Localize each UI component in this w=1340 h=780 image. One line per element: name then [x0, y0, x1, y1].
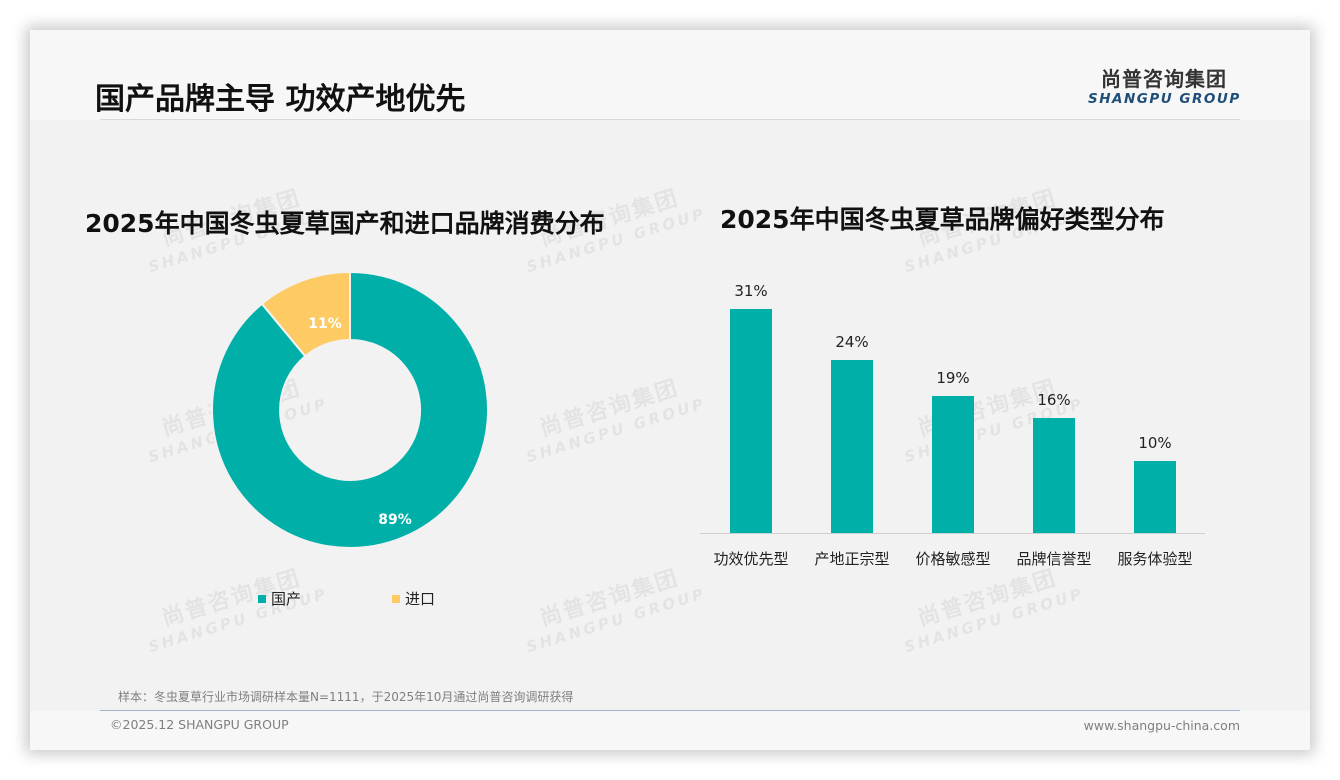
bar-efficacy: [730, 309, 772, 533]
bar-chart-title: 2025年中国冬虫夏草品牌偏好类型分布: [720, 205, 1165, 234]
bar-origin: [831, 360, 873, 533]
legend-item-domestic: 国产: [258, 588, 301, 609]
logo-text-en: SHANGPU GROUP: [1088, 91, 1241, 107]
donut-label-domestic: 89%: [378, 512, 412, 528]
bar-value: 31%: [734, 282, 768, 300]
legend-label: 进口: [405, 590, 436, 608]
bar-chart: 31% 功效优先型 24% 产地正宗型 19% 价格敏感型 16% 品牌信誉型 …: [700, 280, 1210, 580]
company-logo: 尚普咨询集团 SHANGPU GROUP: [1088, 63, 1240, 107]
legend-item-import: 进口: [392, 588, 435, 609]
bar-service: [1134, 461, 1176, 533]
footer-band: [30, 711, 1310, 750]
donut-label-import: 11%: [308, 316, 342, 332]
title-divider: [100, 119, 1240, 120]
donut-slice-import: [260, 270, 351, 358]
sample-note: 样本：冬虫夏草行业市场调研样本量N=1111，于2025年10月通过尚普咨询调研…: [118, 690, 574, 704]
bar-value: 24%: [835, 333, 869, 351]
donut-chart: 11% 89%: [210, 270, 490, 550]
bar-category: 价格敏感型: [915, 550, 991, 568]
bar-category: 服务体验型: [1117, 550, 1193, 568]
donut-svg: [211, 270, 490, 549]
bar-value: 16%: [1037, 391, 1071, 409]
bar-category: 功效优先型: [713, 550, 789, 568]
legend-label: 国产: [271, 590, 302, 608]
slide: 尚普咨询集团 SHANGPU GROUP 尚普咨询集团 SHANGPU GROUP …: [30, 30, 1310, 750]
bar-category: 品牌信誉型: [1016, 550, 1092, 568]
x-axis-line: [700, 533, 1205, 534]
header-band: [30, 30, 1310, 120]
page-title: 国产品牌主导 功效产地优先: [95, 82, 466, 117]
logo-text-cn: 尚普咨询集团: [1101, 67, 1227, 91]
bar-price: [932, 396, 974, 533]
legend-swatch-teal: [258, 594, 266, 603]
bar-category: 产地正宗型: [814, 550, 890, 568]
bar-value: 10%: [1138, 434, 1172, 452]
donut-chart-title: 2025年中国冬虫夏草国产和进口品牌消费分布: [85, 209, 605, 238]
website-link: www.shangpu-china.com: [1083, 718, 1240, 733]
legend-swatch-yellow: [392, 594, 400, 603]
bar-value: 19%: [936, 369, 970, 387]
bar-brand: [1033, 418, 1075, 533]
donut-slice-domestic: [211, 270, 490, 549]
footer-divider: [100, 710, 1240, 711]
copyright: ©2025.12 SHANGPU GROUP: [110, 717, 289, 732]
